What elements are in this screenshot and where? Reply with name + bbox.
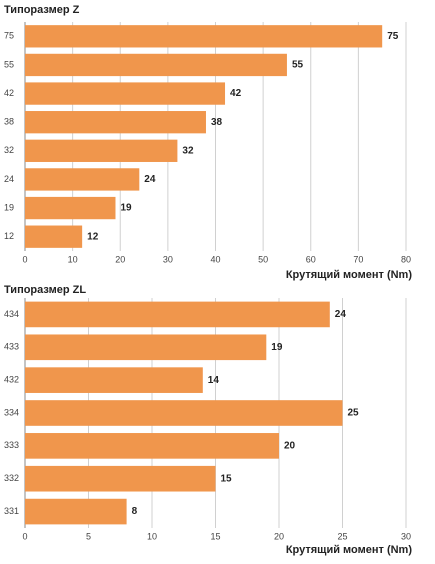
value-label: 25	[348, 408, 360, 419]
value-label: 12	[87, 231, 99, 242]
value-label: 20	[284, 440, 296, 451]
x-tick-label: 60	[306, 254, 316, 264]
x-tick-label: 40	[210, 254, 220, 264]
x-axis-label: Крутящий момент (Nm)	[286, 544, 413, 556]
y-tick-label: 19	[4, 202, 14, 212]
value-label: 19	[271, 342, 283, 353]
bar	[25, 111, 206, 134]
y-tick-label: 55	[4, 59, 14, 69]
chart-title: Типоразмер Z	[4, 4, 80, 16]
value-label: 55	[292, 60, 304, 71]
bar	[25, 334, 267, 361]
y-tick-label: 334	[4, 407, 19, 417]
x-tick-label: 10	[68, 254, 78, 264]
bar	[25, 196, 116, 220]
y-tick-label: 12	[4, 231, 14, 241]
x-tick-label: 10	[147, 531, 157, 541]
y-tick-label: 75	[4, 31, 14, 41]
y-tick-label: 434	[4, 309, 19, 319]
bar	[25, 139, 178, 162]
bar	[25, 25, 383, 48]
x-tick-label: 15	[210, 531, 220, 541]
value-label: 15	[221, 473, 233, 484]
y-tick-label: 32	[4, 145, 14, 155]
x-tick-label: 30	[401, 531, 411, 541]
value-label: 19	[120, 203, 132, 214]
x-tick-label: 25	[337, 531, 347, 541]
x-tick-label: 20	[115, 254, 125, 264]
chart-title: Типоразмер ZL	[4, 284, 86, 296]
x-tick-label: 50	[258, 254, 268, 264]
bar	[25, 225, 83, 248]
x-tick-label: 70	[353, 254, 363, 264]
value-label: 14	[208, 375, 220, 386]
bar	[25, 400, 343, 426]
value-label: 75	[387, 31, 399, 42]
bar	[25, 367, 203, 393]
y-tick-label: 332	[4, 473, 19, 483]
x-tick-label: 0	[22, 254, 27, 264]
bar	[25, 465, 216, 492]
y-tick-label: 331	[4, 506, 19, 516]
bar	[25, 498, 127, 525]
bar	[25, 433, 279, 459]
value-label: 8	[132, 506, 138, 517]
value-label: 24	[335, 309, 347, 320]
bar	[25, 168, 140, 191]
x-axis-label: Крутящий момент (Nm)	[286, 269, 413, 281]
x-tick-label: 30	[163, 254, 173, 264]
y-tick-label: 432	[4, 375, 19, 385]
value-label: 38	[211, 117, 223, 128]
value-label: 42	[230, 88, 242, 99]
bar	[25, 53, 287, 77]
x-tick-label: 0	[22, 531, 27, 541]
y-tick-label: 38	[4, 117, 14, 127]
x-tick-label: 5	[86, 531, 91, 541]
y-tick-label: 433	[4, 342, 19, 352]
y-tick-label: 24	[4, 174, 14, 184]
y-tick-label: 333	[4, 440, 19, 450]
value-label: 32	[182, 145, 194, 156]
bar	[25, 82, 226, 105]
value-label: 24	[144, 174, 156, 185]
x-tick-label: 80	[401, 254, 411, 264]
bar	[25, 301, 330, 328]
x-tick-label: 20	[274, 531, 284, 541]
y-tick-label: 42	[4, 88, 14, 98]
